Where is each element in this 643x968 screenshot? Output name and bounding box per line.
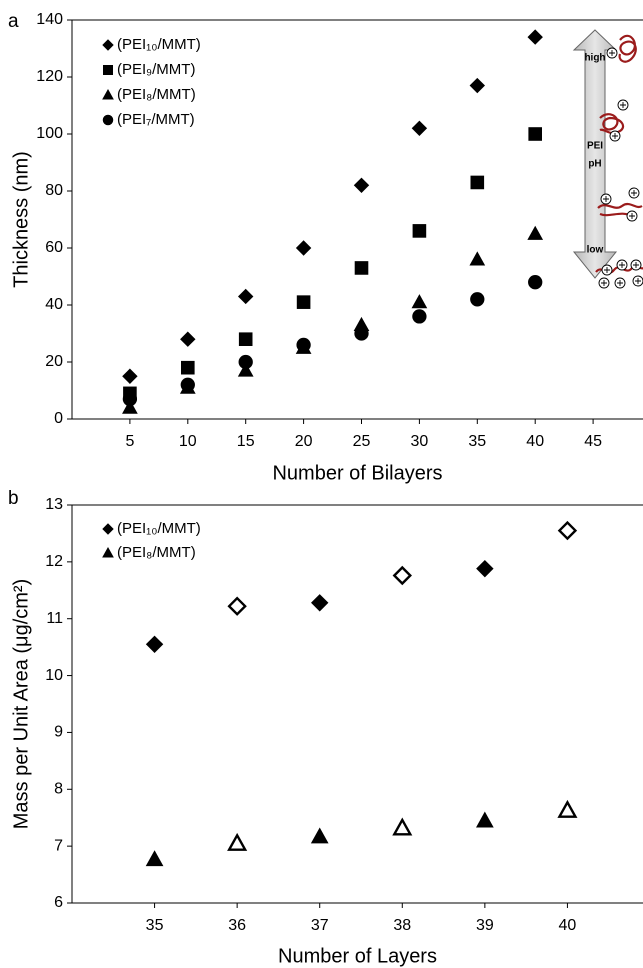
data-point	[122, 391, 138, 407]
x-tick-label: 39	[476, 917, 494, 934]
data-point	[145, 850, 164, 867]
data-point	[411, 120, 428, 137]
legend-label: (PEI₁₀/MMT)	[117, 520, 201, 537]
y-tick-label: 10	[45, 667, 63, 684]
panel-label: a	[8, 11, 19, 32]
y-tick-label: 8	[54, 781, 63, 798]
inset-label: low	[587, 245, 604, 256]
data-point	[311, 594, 329, 612]
legend-label: (PEI₉/MMT)	[117, 61, 195, 78]
y-tick-label: 13	[45, 496, 63, 513]
x-tick-label: 45	[584, 433, 602, 450]
plot-frame	[71, 504, 643, 904]
y-tick-label: 120	[36, 68, 63, 85]
y-tick-label: 11	[46, 610, 63, 627]
data-point	[470, 175, 485, 190]
x-tick-label: 35	[146, 917, 164, 934]
x-axis-title: Number of Bilayers	[272, 462, 442, 484]
x-tick-label: 40	[559, 917, 577, 934]
data-point	[238, 332, 253, 346]
y-tick-label: 100	[36, 125, 63, 142]
x-tick-label: 10	[179, 433, 197, 450]
legend-marker	[102, 88, 114, 100]
data-point	[527, 29, 543, 45]
x-tick-label: 5	[125, 433, 134, 450]
data-point	[310, 827, 329, 844]
data-point	[527, 225, 544, 240]
inset-label: high	[584, 53, 605, 64]
inset-label: pH	[588, 159, 601, 170]
y-tick-label: 0	[54, 410, 63, 427]
inset-label: PEI	[587, 141, 603, 152]
data-point	[238, 354, 253, 370]
data-point	[557, 799, 578, 818]
legend-label: (PEI₈/MMT)	[117, 544, 196, 561]
x-tick-label: 35	[468, 433, 486, 450]
data-point	[237, 362, 254, 377]
x-tick-label: 36	[228, 917, 246, 934]
x-tick-label: 38	[393, 917, 411, 934]
plot-frame	[71, 19, 643, 420]
data-point	[469, 77, 486, 94]
data-point	[296, 295, 311, 309]
data-point	[181, 360, 195, 375]
data-point	[227, 596, 247, 616]
legend-label: (PEI₇/MMT)	[117, 111, 195, 128]
data-point	[296, 337, 311, 353]
data-point	[180, 331, 196, 347]
legend-marker	[102, 523, 114, 535]
data-point	[122, 368, 138, 384]
x-axis-title: Number of Layers	[278, 945, 437, 967]
data-point	[354, 261, 369, 275]
legend-marker	[102, 114, 114, 126]
legend-marker	[102, 39, 114, 51]
data-point	[412, 309, 427, 324]
panel-label: b	[8, 488, 19, 509]
data-point	[237, 288, 254, 305]
ph-arrow-inset	[572, 29, 643, 289]
data-point	[528, 127, 543, 141]
data-point	[392, 817, 413, 836]
y-tick-label: 80	[45, 182, 63, 199]
data-point	[469, 251, 486, 266]
data-point	[411, 294, 428, 309]
y-tick-label: 40	[45, 296, 63, 313]
data-point	[557, 520, 578, 541]
data-point	[295, 240, 312, 256]
legend-marker	[102, 546, 114, 558]
data-point	[145, 635, 164, 654]
data-point	[180, 377, 195, 392]
x-tick-label: 15	[237, 433, 255, 450]
data-point	[476, 559, 494, 578]
y-axis-title: Thickness (nm)	[10, 151, 32, 288]
legend-label: (PEI₁₀/MMT)	[117, 36, 201, 53]
x-tick-label: 30	[411, 433, 429, 450]
y-tick-label: 20	[45, 353, 63, 370]
data-point	[122, 399, 138, 414]
y-tick-label: 7	[54, 837, 63, 854]
y-axis-title: Mass per Unit Area (μg/cm²)	[10, 579, 32, 829]
data-point	[227, 832, 248, 851]
legend-marker	[103, 65, 113, 75]
data-point	[470, 292, 485, 307]
data-point	[528, 275, 543, 290]
data-point	[412, 224, 427, 238]
data-point	[392, 565, 412, 586]
data-point	[354, 326, 369, 341]
data-point	[353, 177, 370, 194]
y-tick-label: 60	[45, 239, 63, 256]
y-tick-label: 140	[36, 11, 63, 28]
x-tick-label: 20	[295, 433, 313, 450]
data-point	[476, 811, 494, 828]
x-tick-label: 40	[526, 433, 544, 450]
y-tick-label: 6	[54, 894, 63, 911]
legend-label: (PEI₈/MMT)	[117, 86, 196, 103]
x-tick-label: 37	[311, 917, 329, 934]
y-tick-label: 12	[45, 553, 63, 570]
x-tick-label: 25	[353, 433, 371, 450]
y-tick-label: 9	[54, 724, 63, 741]
